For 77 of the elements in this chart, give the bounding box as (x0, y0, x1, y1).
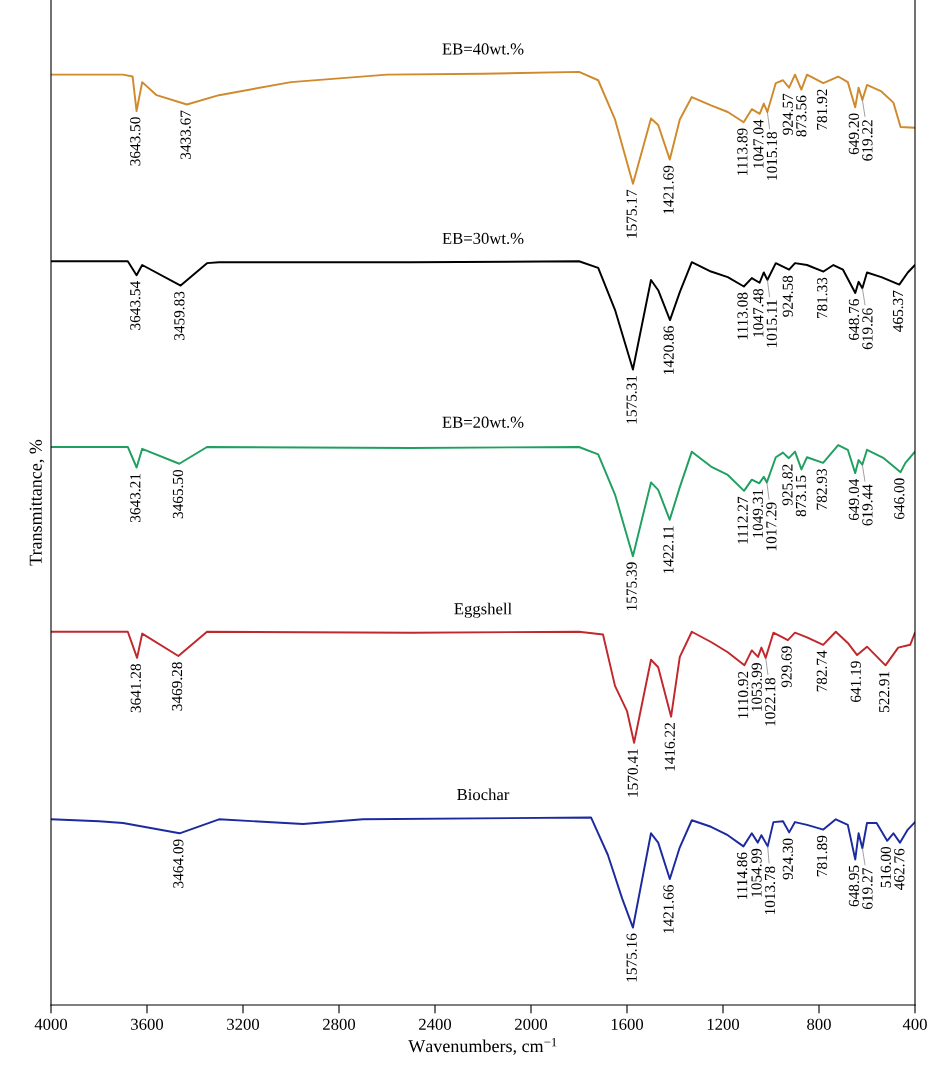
annotation: 1421.66 (663, 885, 674, 933)
annotation: 924.57 (782, 93, 793, 135)
annotation: 465.37 (892, 290, 904, 332)
annotation: 619.27 (862, 868, 873, 910)
annotation: 3643.50 (130, 117, 141, 166)
x-tick-label: 2400 (419, 1018, 452, 1030)
series-label: EB=40wt.% (442, 43, 524, 55)
annotation: 3643.21 (130, 473, 141, 522)
annotation: 3433.67 (180, 110, 191, 159)
annotation: 1053.99 (751, 663, 762, 711)
annotation: 1420.86 (663, 326, 674, 374)
annotation: 781.92 (816, 89, 828, 130)
annotation: 929.69 (781, 646, 792, 688)
series-label: EB=20wt.% (442, 416, 524, 428)
x-tick-label: 800 (807, 1018, 831, 1030)
annotation: 782.93 (816, 468, 827, 510)
annotation: 522.91 (879, 671, 890, 713)
annotation: 1015.18 (766, 132, 778, 180)
annotation: 1112.27 (737, 496, 748, 544)
annotation: 1054.99 (751, 848, 762, 897)
annotation: 516.00 (880, 846, 892, 888)
x-tick-label: 400 (902, 1018, 927, 1030)
annotation: 648.95 (848, 865, 860, 907)
annotation: 924.58 (782, 275, 793, 317)
x-tick-label: 3600 (131, 1018, 164, 1030)
annotation: 1110.92 (737, 671, 749, 719)
annotation: 1575.39 (626, 562, 637, 611)
annotation: 1049.31 (752, 489, 764, 538)
annotation: 641.19 (850, 661, 862, 702)
annotation: 1113.08 (737, 292, 748, 340)
annotation: 619.22 (862, 120, 873, 161)
annotation: 3643.54 (130, 281, 141, 330)
annotation: 781.33 (816, 277, 828, 319)
annotation: 1013.78 (764, 866, 776, 915)
annotation: 925.82 (782, 464, 793, 506)
annotation: 3469.28 (171, 662, 183, 711)
annotation: 1422.11 (663, 526, 674, 574)
annotation: 1575.16 (626, 933, 637, 982)
annotation: 1047.04 (753, 119, 764, 168)
x-tick-label: 4000 (34, 1018, 68, 1030)
annotation: 1022.18 (765, 677, 776, 726)
annotation: 649.04 (848, 478, 860, 521)
annotation: 924.30 (782, 838, 794, 880)
annotation: 873.15 (795, 475, 807, 517)
annotation: 619.44 (862, 484, 873, 526)
x-tick-label: 3200 (227, 1018, 260, 1030)
x-tick-label: 1200 (707, 1018, 740, 1030)
annotation: 1015.11 (766, 300, 777, 348)
annotation: 619.26 (862, 308, 873, 350)
series-label: EB=30wt.% (442, 232, 524, 245)
annotation: 1416.22 (664, 723, 675, 771)
annotation: 3641.28 (130, 664, 141, 713)
annotation: 873.56 (796, 95, 807, 137)
series-label: Biochar (457, 788, 510, 801)
annotation: 1017.29 (766, 502, 777, 551)
annotation: 1575.31 (626, 376, 637, 424)
annotation: 462.76 (894, 848, 905, 890)
annotation: 1114.86 (736, 852, 748, 900)
annotation: 1047.48 (753, 288, 764, 337)
annotation: 646.00 (894, 478, 905, 520)
x-tick-label: 2000 (515, 1018, 548, 1030)
annotation: 781.89 (816, 835, 828, 877)
x-tick-label: 2800 (323, 1018, 356, 1030)
annotation: 648.76 (848, 299, 860, 340)
annotation: 1113.89 (737, 128, 748, 175)
y-axis-title: Transmittance, % (29, 439, 45, 566)
annotation: 1421.69 (663, 165, 674, 214)
annotation: 1575.17 (626, 189, 637, 238)
x-tick-label: 1600 (611, 1018, 644, 1030)
annotation: 3465.50 (172, 469, 184, 519)
annotation: 3459.83 (174, 291, 185, 341)
series-label: Eggshell (454, 602, 512, 618)
annotation: 649.20 (848, 113, 860, 155)
annotation: 3464.09 (173, 839, 184, 888)
annotation: 1570.41 (627, 749, 638, 797)
x-axis-title: Wavenumbers, cm$^{−1}$ (408, 1037, 557, 1055)
annotation: 782.74 (816, 650, 828, 692)
